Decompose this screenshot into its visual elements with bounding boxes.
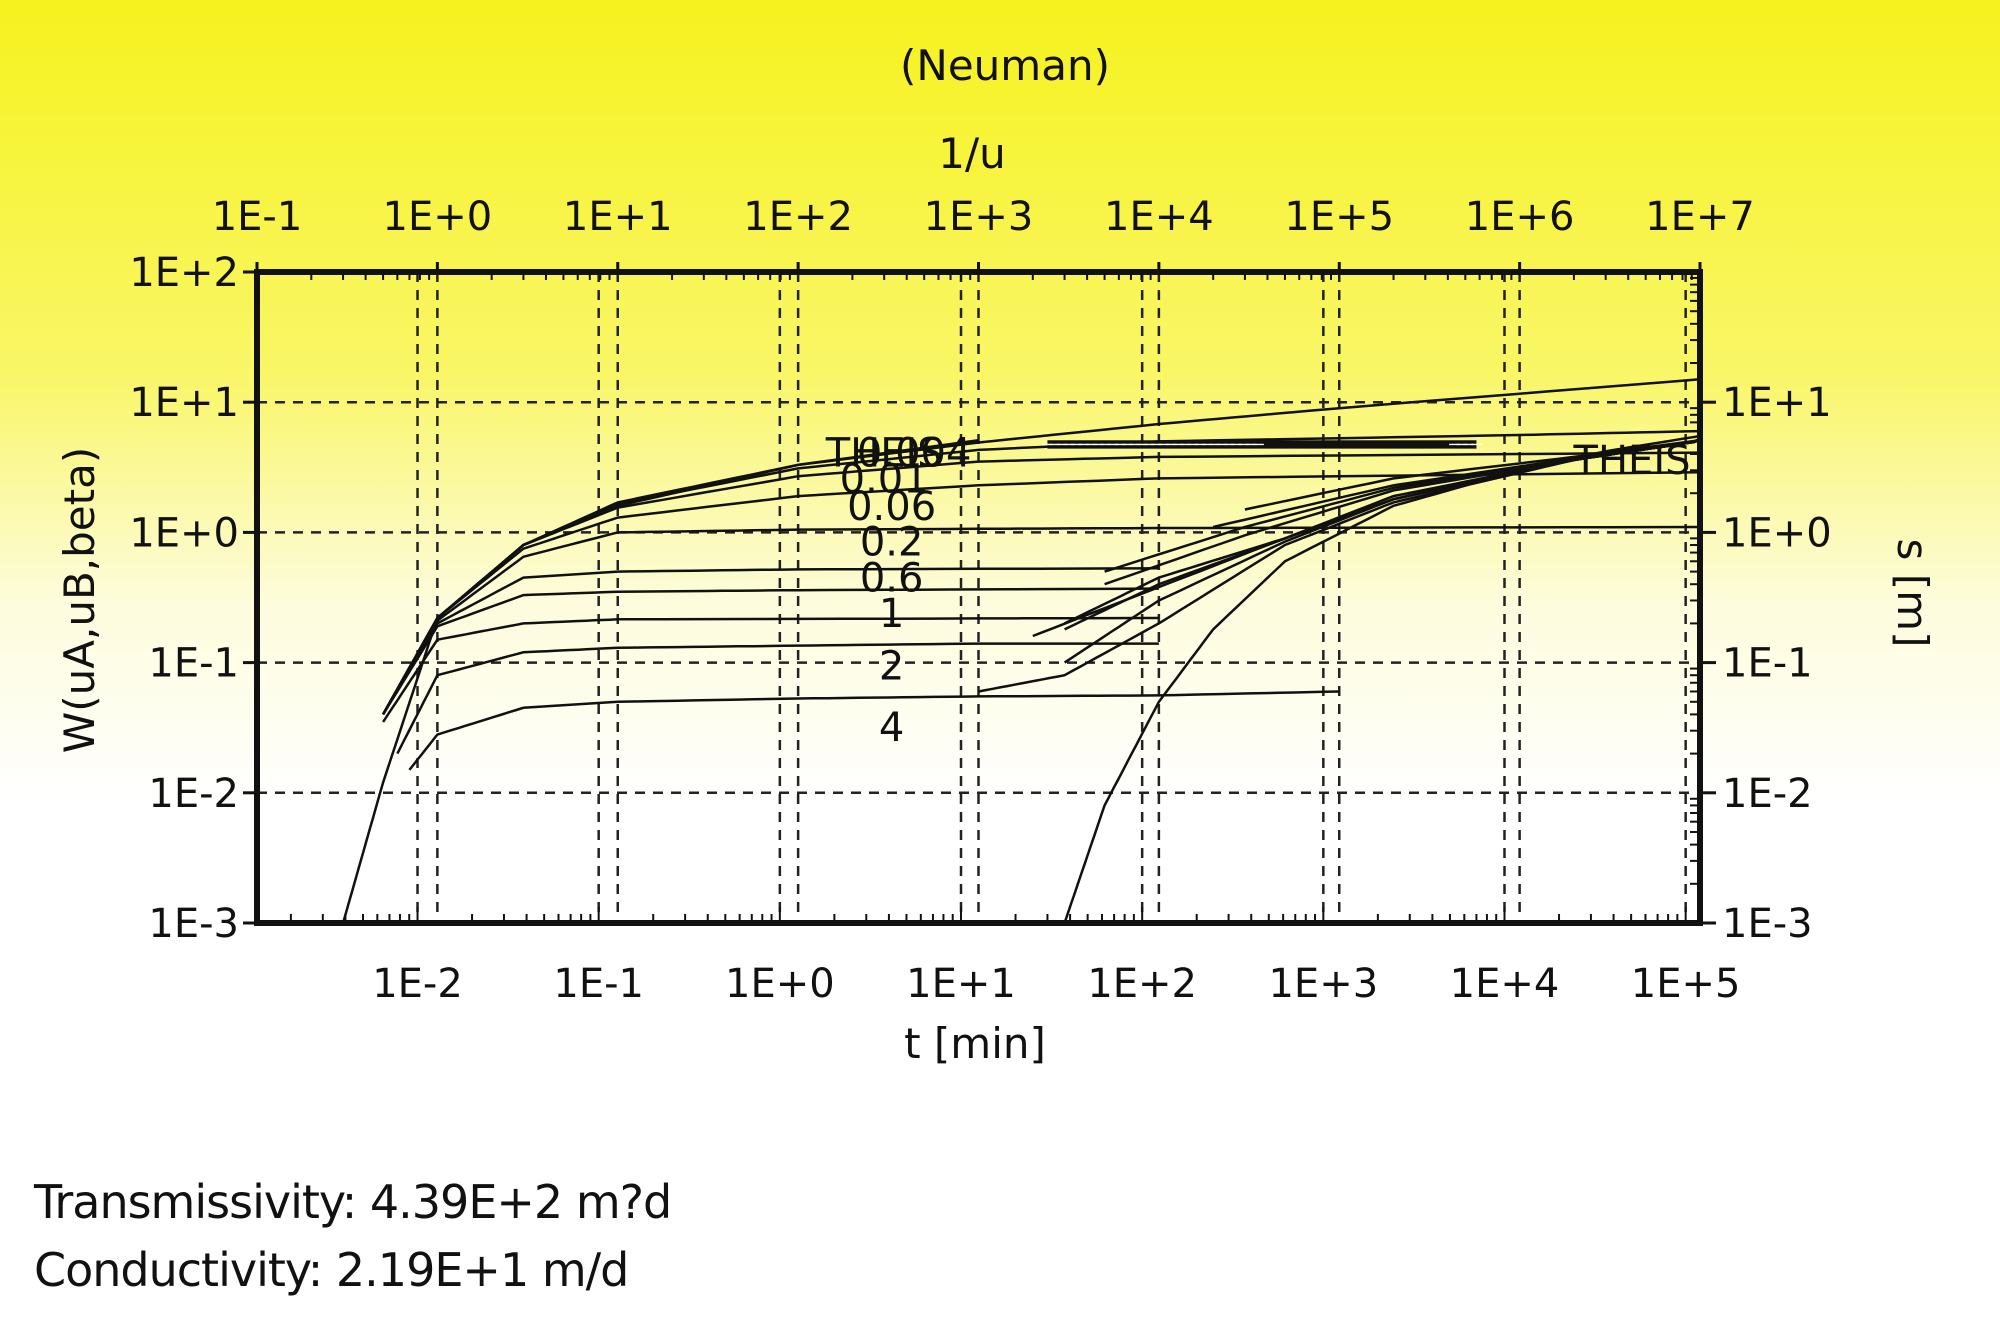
curve-label: 0.2 xyxy=(860,520,924,566)
left-tick-label: 1E-2 xyxy=(148,771,239,817)
bottom-tick-label: 1E+1 xyxy=(906,961,1016,1007)
bottom-tick-label: 1E-2 xyxy=(372,961,463,1007)
right-tick-label: 1E-2 xyxy=(1722,771,1813,817)
type-a-curve-0.001 xyxy=(382,378,1701,716)
observed-data xyxy=(1041,440,1482,449)
plot-frame xyxy=(254,269,1703,926)
right-tick-label: 1E+1 xyxy=(1722,380,1832,426)
bottom-tick-label: 1E-1 xyxy=(553,961,644,1007)
type-a-curve-0.01 xyxy=(382,451,1701,716)
type-curves xyxy=(341,378,1702,924)
bottom-tick-label: 1E+4 xyxy=(1450,961,1560,1007)
curve-label: 4 xyxy=(879,705,904,751)
curve-label: 0.004 xyxy=(857,431,972,477)
axis-ticks: 1E-1 1E+0 1E+1 1E+2 1E+3 1E+4 1E+5 1E+6 1E+7 1E-2… xyxy=(129,194,1831,1007)
conductivity-readout: Conductivity: 2.19E+1 m/d xyxy=(34,1243,629,1297)
right-tick-label: 1E-3 xyxy=(1722,901,1813,947)
type-a-curve-0.6 xyxy=(382,587,1159,716)
curve-label: 0.06 xyxy=(847,484,936,530)
top-tick-label: 1E+1 xyxy=(563,194,673,240)
top-tick-label: 1E+5 xyxy=(1284,194,1394,240)
top-tick-label: 1E+6 xyxy=(1465,194,1575,240)
top-axis-title: 1/u xyxy=(938,129,1006,178)
curve-label: 0.6 xyxy=(860,556,924,602)
bottom-tick-label: 1E+3 xyxy=(1268,961,1378,1007)
right-axis-title: s [m] xyxy=(1888,539,1937,648)
bottom-axis-title: t [min] xyxy=(904,1019,1046,1068)
left-tick-label: 1E+0 xyxy=(129,510,239,556)
curve-label: 2 xyxy=(879,644,904,690)
bottom-tick-label: 1E+2 xyxy=(1087,961,1197,1007)
type-a-curve-0.2 xyxy=(382,567,1159,716)
type-a-curve-4 xyxy=(408,690,1340,771)
type-b-curve-THEIS xyxy=(1063,434,1701,924)
curve-label: 0.01 xyxy=(840,456,929,502)
curve-label: 1 xyxy=(879,591,904,637)
type-a-curve-2 xyxy=(396,642,1159,755)
curve-label: THEIS xyxy=(825,431,943,477)
top-tick-label: 1E+2 xyxy=(743,194,853,240)
right-tick-label: 1E-1 xyxy=(1722,641,1813,687)
left-tick-label: 1E-1 xyxy=(148,641,239,687)
type-b-curve-4 xyxy=(978,433,1702,693)
top-tick-label: 1E+3 xyxy=(924,194,1034,240)
chart-title: (Neuman) xyxy=(900,41,1110,90)
right-tick-label: 1E+0 xyxy=(1722,510,1832,556)
type-a-curve-THEIS xyxy=(341,439,979,924)
bottom-tick-label: 1E+5 xyxy=(1631,961,1741,1007)
results-panel: Transmissivity: 4.39E+2 m?d Conductivity… xyxy=(34,1168,672,1304)
left-tick-label: 1E-3 xyxy=(148,901,239,947)
top-tick-label: 1E+7 xyxy=(1645,194,1755,240)
transmissivity-readout: Transmissivity: 4.39E+2 m?d xyxy=(34,1175,672,1229)
left-tick-label: 1E+2 xyxy=(129,250,239,296)
grid-lines xyxy=(257,272,1700,923)
curve-label: THEIS xyxy=(1573,438,1691,484)
top-tick-label: 1E+4 xyxy=(1104,194,1214,240)
left-axis-title: W(uA,uB,beta) xyxy=(55,447,104,754)
type-a-curve-1 xyxy=(382,616,1159,723)
top-tick-label: 1E-1 xyxy=(212,194,303,240)
top-tick-label: 1E+0 xyxy=(383,194,493,240)
bottom-tick-label: 1E+0 xyxy=(725,961,835,1007)
left-tick-label: 1E+1 xyxy=(129,380,239,426)
